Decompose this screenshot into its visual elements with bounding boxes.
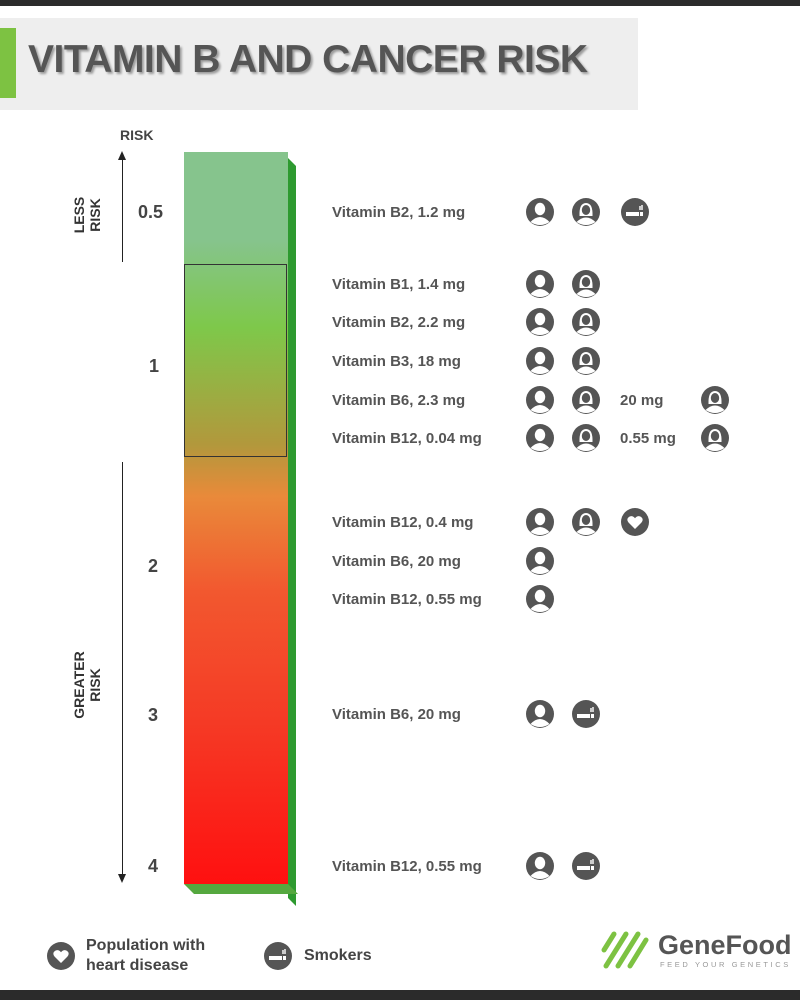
- cigarette-icon: [264, 942, 292, 970]
- row-extra-label: 20 mg: [620, 392, 664, 409]
- risk-bar-side: [288, 158, 296, 906]
- scale-value: 4: [148, 856, 159, 876]
- male-icon: [526, 852, 554, 880]
- male-icon: [526, 547, 554, 575]
- row-label: Vitamin B2, 1.2 mg: [332, 204, 466, 221]
- greater-risk-label: GREATER RISK: [71, 651, 103, 719]
- title-accent-bar: [0, 28, 16, 98]
- legend-smokers-label: Smokers: [304, 947, 372, 964]
- heart-icon: [621, 508, 649, 536]
- logo-tagline: FEED YOUR GENETICS: [660, 960, 791, 969]
- logo-gene: Gene: [658, 930, 726, 960]
- row-label: Vitamin B3, 18 mg: [332, 353, 461, 370]
- top-border: [0, 0, 800, 6]
- male-icon: [526, 347, 554, 375]
- axis-line-less: [122, 158, 123, 262]
- scale-value: 3: [148, 705, 159, 725]
- male-icon: [526, 270, 554, 298]
- scale-value: 2: [148, 556, 159, 576]
- row-label: Vitamin B6, 20 mg: [332, 553, 461, 570]
- risk-gradient-bar: [184, 152, 288, 884]
- female-icon: [572, 198, 600, 226]
- female-icon: [572, 270, 600, 298]
- axis-heading: RISK: [120, 127, 154, 143]
- axis-line-greater: [122, 462, 123, 876]
- cigarette-icon: [572, 852, 600, 880]
- cigarette-icon: [621, 198, 649, 226]
- row-extra-label: 0.55 mg: [620, 430, 676, 447]
- neutral-risk-box: [184, 264, 287, 457]
- arrow-up-icon: [118, 151, 126, 160]
- page-title: VITAMIN B AND CANCER RISK: [28, 38, 588, 81]
- female-icon: [701, 386, 729, 414]
- row-label: Vitamin B12, 0.04 mg: [332, 430, 482, 447]
- male-icon: [526, 424, 554, 452]
- male-icon: [526, 386, 554, 414]
- row-label: Vitamin B12, 0.55 mg: [332, 858, 482, 875]
- row-label: Vitamin B1, 1.4 mg: [332, 276, 466, 293]
- row-label: Vitamin B6, 20 mg: [332, 706, 461, 723]
- male-icon: [526, 585, 554, 613]
- bottom-border: [0, 990, 800, 1000]
- female-icon: [572, 308, 600, 336]
- legend-heart-label: Population with heart disease: [86, 937, 206, 974]
- logo-wordmark: GeneFood: [658, 930, 792, 961]
- row-label: Vitamin B2, 2.2 mg: [332, 314, 466, 331]
- row-label: Vitamin B12, 0.4 mg: [332, 514, 474, 531]
- row-label: Vitamin B6, 2.3 mg: [332, 392, 466, 409]
- male-icon: [526, 198, 554, 226]
- male-icon: [526, 700, 554, 728]
- arrow-down-icon: [118, 874, 126, 883]
- logo-food: Food: [725, 930, 792, 960]
- heart-icon: [47, 942, 75, 970]
- row-label: Vitamin B12, 0.55 mg: [332, 591, 482, 608]
- female-icon: [701, 424, 729, 452]
- female-icon: [572, 347, 600, 375]
- title-banner: [0, 18, 638, 110]
- male-icon: [526, 308, 554, 336]
- male-icon: [526, 508, 554, 536]
- female-icon: [572, 424, 600, 452]
- genefood-logo-icon: [600, 928, 652, 972]
- female-icon: [572, 508, 600, 536]
- less-risk-label: LESS RISK: [71, 196, 103, 234]
- scale-value: 0.5: [138, 202, 164, 222]
- cigarette-icon: [572, 700, 600, 728]
- scale-value: 1: [149, 356, 160, 376]
- female-icon: [572, 386, 600, 414]
- risk-bar-bottom: [184, 884, 298, 894]
